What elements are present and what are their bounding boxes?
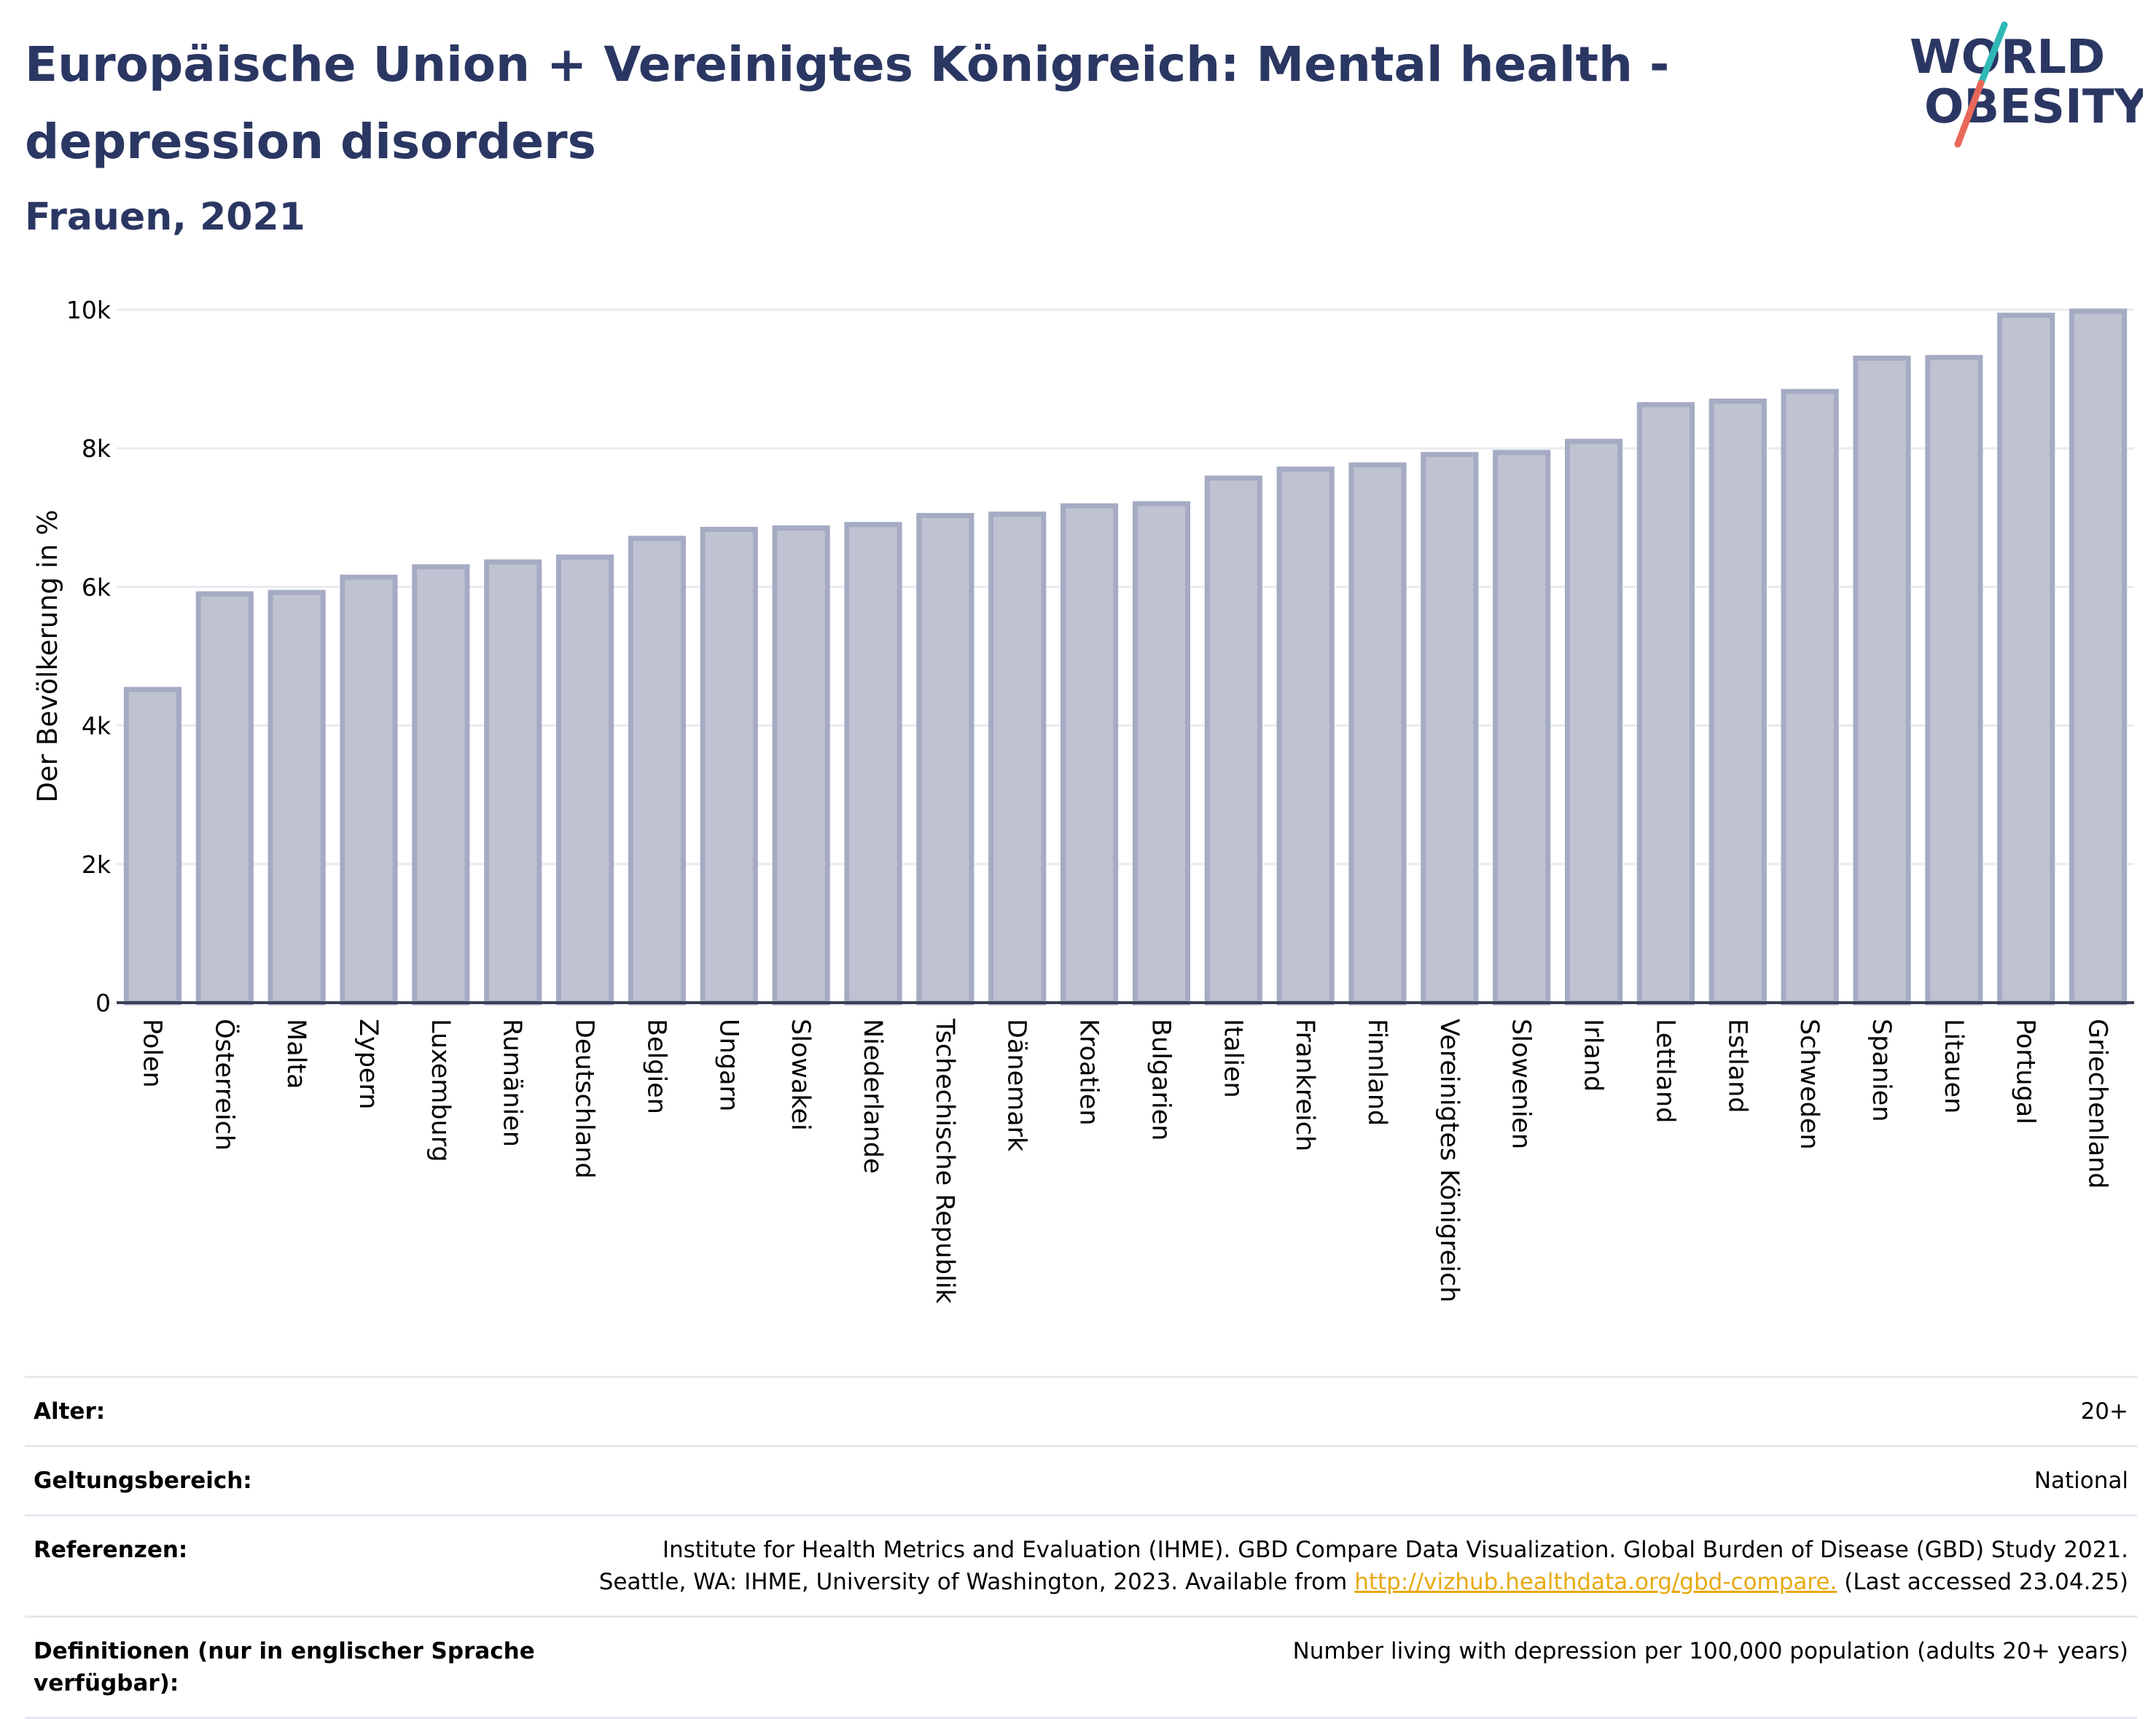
- x-tick-label: Spanien: [1867, 1019, 1896, 1122]
- x-tick-label: Frankreich: [1290, 1019, 1319, 1151]
- x-tick-label: Tschechische Republik: [930, 1018, 959, 1304]
- bar: [1348, 462, 1407, 1006]
- bar: [988, 512, 1047, 1006]
- x-tick-label: Luxemburg: [426, 1019, 455, 1162]
- chart-area: 0 2k 4k 6k 8k 10k Der Bevölkerung in % Polen Öst…: [0, 277, 2156, 1355]
- chart-subtitle: Frauen, 2021: [25, 195, 305, 239]
- bar: [772, 525, 830, 1006]
- bar: [628, 536, 687, 1006]
- bar: [1708, 399, 1767, 1006]
- bar: [484, 559, 542, 1006]
- info-row-age: Alter: 20+: [25, 1377, 2137, 1446]
- bar: [1781, 388, 1839, 1006]
- x-tick-label: Deutschland: [570, 1019, 599, 1179]
- x-tick-label: Dänemark: [1002, 1019, 1031, 1152]
- x-tick-label: Vereinigtes Königreich: [1434, 1019, 1464, 1302]
- bar: [1636, 402, 1695, 1006]
- info-label: Geltungsbereich:: [34, 1468, 252, 1494]
- bar-chart: 0 2k 4k 6k 8k 10k Der Bevölkerung in % Polen Öst…: [32, 296, 2134, 1304]
- bar: [267, 590, 326, 1006]
- x-tick-label: Polen: [137, 1019, 166, 1088]
- x-tick-label: Italien: [1218, 1019, 1247, 1098]
- info-row-references: Referenzen: Institute for Health Metrics…: [25, 1515, 2137, 1617]
- bar: [2069, 308, 2128, 1006]
- bar: [1564, 439, 1623, 1006]
- bar: [844, 522, 902, 1006]
- bar: [1132, 501, 1191, 1006]
- logo-slash-red: [1954, 79, 1985, 148]
- world-obesity-logo: WORLD OBESITY: [1910, 21, 2143, 148]
- y-tick-label: 4k: [82, 712, 112, 740]
- bar: [1997, 313, 2055, 1006]
- info-value-references: Institute for Health Metrics and Evaluat…: [552, 1516, 2137, 1617]
- bar: [1204, 475, 1262, 1006]
- info-value: 20+: [2080, 1398, 2128, 1425]
- x-tick-label: Estland: [1722, 1019, 1751, 1113]
- y-axis-label: Der Bevölkerung in %: [32, 509, 63, 802]
- reference-link[interactable]: http://vizhub.healthdata.org/gbd-compare…: [1354, 1569, 1837, 1595]
- info-value: National: [2034, 1468, 2128, 1494]
- x-tick-label: Slowakei: [786, 1019, 815, 1131]
- x-tick-label: Kroatien: [1074, 1019, 1104, 1126]
- bar: [412, 564, 470, 1006]
- reference-line-2-prefix: Seattle, WA: IHME, University of Washing…: [598, 1569, 1355, 1595]
- bar: [916, 512, 975, 1006]
- x-tick-label: Belgien: [641, 1019, 671, 1114]
- x-tick-label: Ungarn: [714, 1019, 743, 1111]
- bar: [1493, 450, 1551, 1006]
- info-label: Definitionen (nur in englischer Sprache …: [34, 1638, 535, 1696]
- info-table: Alter: 20+ Geltungsbereich: National Ref…: [25, 1376, 2137, 1719]
- x-tick-label: Bulgarien: [1146, 1019, 1175, 1140]
- info-label: Referenzen:: [34, 1537, 188, 1563]
- bar: [1925, 355, 1983, 1006]
- x-tick-label: Lettland: [1650, 1019, 1679, 1123]
- x-tick-label: Malta: [281, 1019, 310, 1089]
- logo-line-1: WORLD: [1910, 31, 2105, 85]
- y-tick-label: 10k: [66, 296, 112, 324]
- info-label: Alter:: [34, 1398, 106, 1425]
- chart-title: Europäische Union + Vereinigtes Königrei…: [25, 36, 1670, 170]
- info-value: Number living with depression per 100,00…: [1292, 1638, 2128, 1664]
- x-tick-label: Finnland: [1362, 1019, 1391, 1126]
- x-tick-label: Portugal: [2011, 1019, 2040, 1124]
- bar: [1853, 356, 1911, 1006]
- y-tick-label: 2k: [82, 850, 112, 879]
- bar: [555, 555, 614, 1006]
- bar: [123, 686, 182, 1006]
- logo-line-2: OBESITY: [1924, 80, 2143, 134]
- bar: [1421, 452, 1479, 1006]
- reference-line-2-suffix: (Last accessed 23.04.25): [1837, 1569, 2128, 1595]
- x-tick-label: Griechenland: [2083, 1019, 2112, 1189]
- x-tick-label: Slowenien: [1507, 1019, 1536, 1149]
- bar: [700, 526, 758, 1006]
- y-tick-label: 0: [95, 989, 111, 1017]
- reference-line-1: Institute for Health Metrics and Evaluat…: [662, 1537, 2128, 1563]
- logo-slash-teal: [1977, 21, 2008, 87]
- bar: [340, 574, 398, 1006]
- info-row-definitions: Definitionen (nur in englischer Sprache …: [25, 1616, 2137, 1718]
- x-tick-label: Österreich: [209, 1019, 240, 1151]
- bar: [1060, 503, 1119, 1006]
- y-tick-label: 8k: [82, 434, 112, 463]
- x-tick-label: Zypern: [354, 1019, 383, 1109]
- x-tick-label: Niederlande: [858, 1019, 887, 1174]
- x-tick-label: Schweden: [1794, 1019, 1824, 1150]
- x-tick-label: Litauen: [1939, 1019, 1968, 1113]
- x-tick-label: Rumänien: [498, 1019, 527, 1147]
- y-tick-label: 6k: [82, 573, 112, 601]
- x-tick-label: Irland: [1579, 1019, 1608, 1092]
- info-row-scope: Geltungsbereich: National: [25, 1446, 2137, 1516]
- bar: [1276, 466, 1335, 1006]
- bar: [195, 591, 254, 1006]
